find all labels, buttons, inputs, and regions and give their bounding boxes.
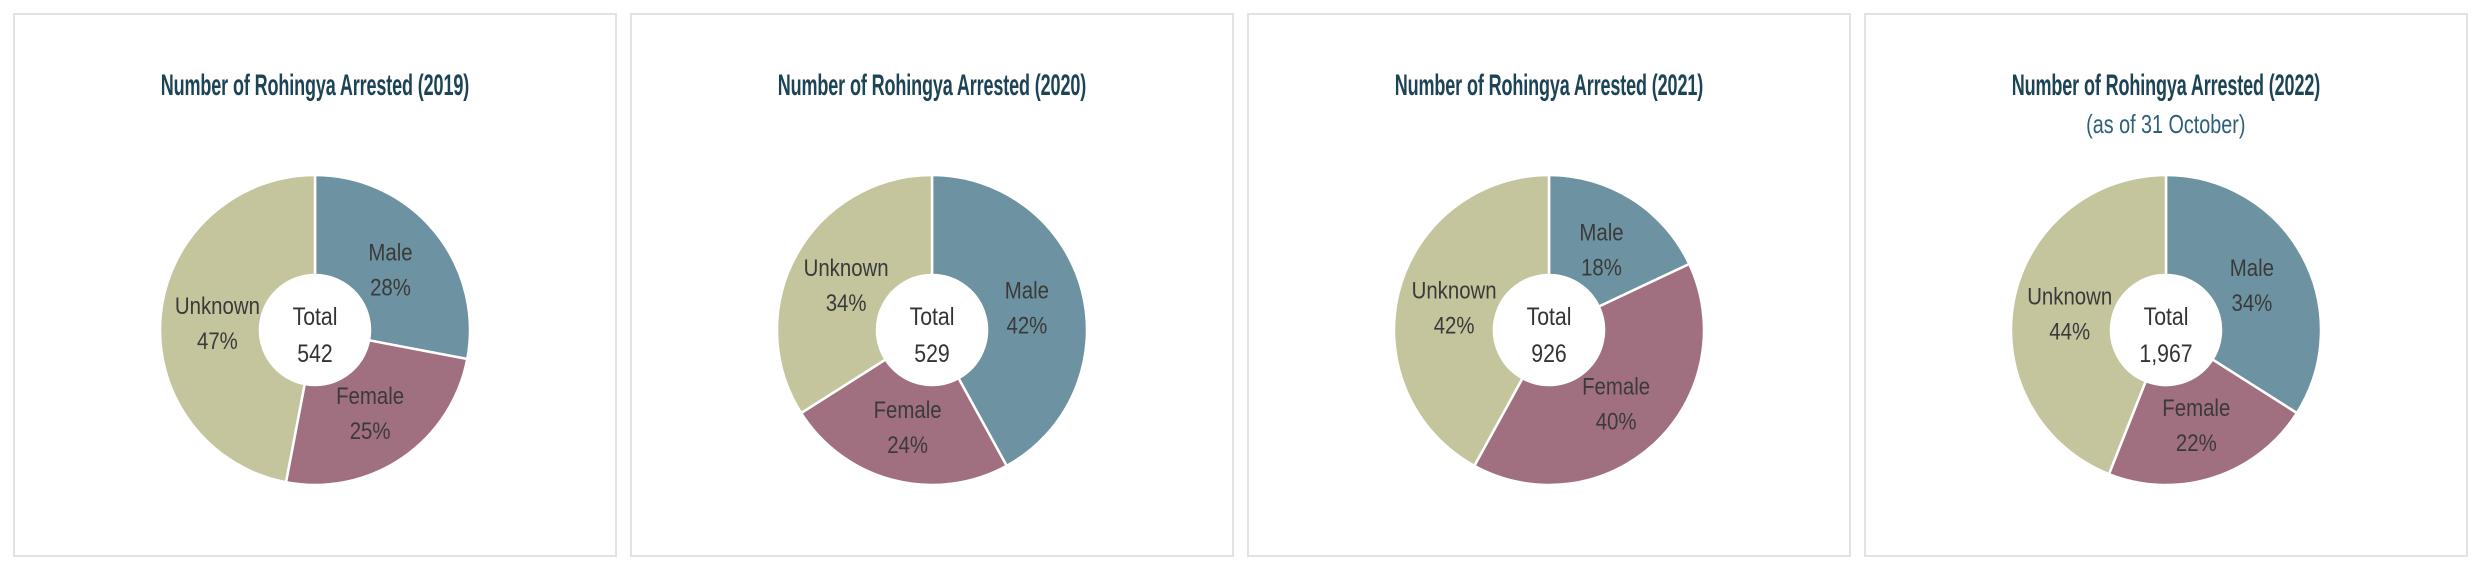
chart-title: Number of Rohingya Arrested (2020) [632, 69, 1232, 103]
chart-title: Number of Rohingya Arrested (2021) [1249, 69, 1849, 103]
chart-title: Number of Rohingya Arrested (2022) [1866, 69, 2466, 103]
donut-chart-2021: Male18%Female40%Unknown42%Total926 [1384, 165, 1714, 495]
chart-card-2021: Number of Rohingya Arrested (2021) Male1… [1247, 13, 1851, 557]
chart-subtitle [632, 109, 1232, 139]
donut-center-total: Total542 [292, 302, 337, 367]
chart-title-text: Number of Rohingya Arrested (2022) [2011, 69, 2319, 103]
chart-card-2022: Number of Rohingya Arrested (2022) (as o… [1864, 13, 2468, 557]
chart-title-text: Number of Rohingya Arrested (2019) [160, 69, 468, 103]
chart-subtitle [1249, 109, 1849, 139]
chart-subtitle: (as of 31 October) [1866, 109, 2466, 139]
chart-subtitle-text: (as of 31 October) [2086, 109, 2245, 139]
donut-chart-2022: Male34%Female22%Unknown44%Total1,967 [2001, 165, 2331, 495]
charts-row: Number of Rohingya Arrested (2019) Male2… [0, 0, 2480, 570]
chart-subtitle [15, 109, 615, 139]
chart-title-text: Number of Rohingya Arrested (2020) [777, 69, 1085, 103]
chart-card-2020: Number of Rohingya Arrested (2020) Male4… [630, 13, 1234, 557]
donut-chart-2020: Male42%Female24%Unknown34%Total529 [767, 165, 1097, 495]
chart-title-text: Number of Rohingya Arrested (2021) [1394, 69, 1702, 103]
chart-title: Number of Rohingya Arrested (2019) [15, 69, 615, 103]
donut-center-total: Total529 [909, 302, 954, 367]
pie-slice-male [315, 175, 470, 359]
donut-center-total: Total1,967 [2139, 302, 2192, 367]
donut-center-total: Total926 [1526, 302, 1571, 367]
donut-chart-2019: Male28%Female25%Unknown47%Total542 [150, 165, 480, 495]
chart-card-2019: Number of Rohingya Arrested (2019) Male2… [13, 13, 617, 557]
